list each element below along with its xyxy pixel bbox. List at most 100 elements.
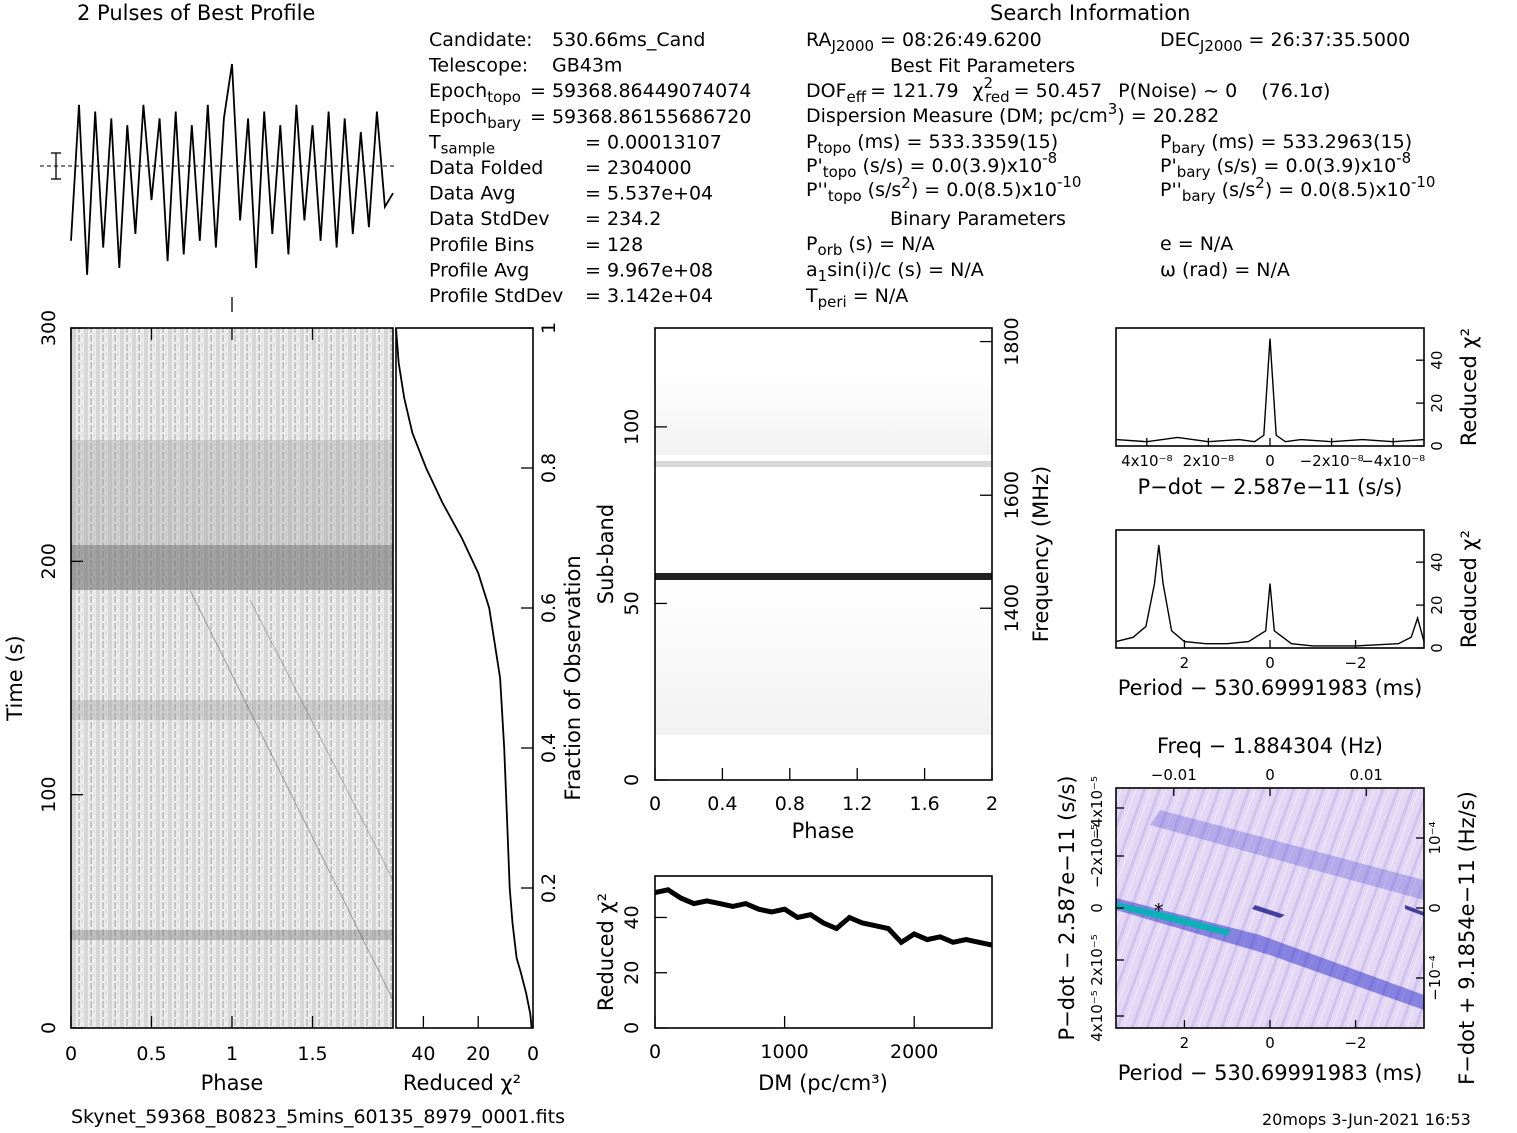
info-row-label: Data Folded bbox=[429, 157, 543, 179]
map-pdot-tick-label: −4x10⁻⁵ bbox=[1088, 776, 1106, 840]
fraction-tick-label: 0.8 bbox=[538, 453, 560, 483]
chi-axis-label: Reduced χ² bbox=[403, 1071, 521, 1095]
subband-phase-tick-label: 1.2 bbox=[842, 793, 872, 815]
info-row-value: = 59368.86155686720 bbox=[530, 106, 751, 128]
time-tick-label: 200 bbox=[38, 543, 60, 579]
frequency-tick-label: 1600 bbox=[1001, 471, 1023, 519]
subband-phase-axis-label: Phase bbox=[792, 819, 855, 843]
info-row-value: GB43m bbox=[552, 55, 622, 77]
dm-axis-label: DM (pc/cm³) bbox=[758, 1071, 888, 1095]
chi-y-tick-label: 0 bbox=[1428, 643, 1446, 653]
chi-x-tick-label: 0 bbox=[1265, 452, 1275, 470]
chi-y-tick-label: 20 bbox=[1428, 394, 1446, 413]
chi-y-tick-label: 20 bbox=[1428, 596, 1446, 615]
dm-chi-tick-label: 20 bbox=[621, 961, 643, 985]
map-fdot-tick-label: 10⁻⁴ bbox=[1426, 821, 1444, 854]
fits-filename: Skynet_59368_B0823_5mins_60135_8979_0001… bbox=[71, 1106, 565, 1128]
chi-x-tick-label: −4x10⁻⁸ bbox=[1361, 452, 1425, 470]
map-x-tick-label: 0 bbox=[1265, 1034, 1275, 1052]
dm-chi-tick-label: 0 bbox=[621, 1022, 643, 1034]
chi-y-tick-label: 0 bbox=[1428, 441, 1446, 451]
chi-x-tick-label: 2x10⁻⁸ bbox=[1183, 452, 1234, 470]
chi-y-tick-label: 40 bbox=[1428, 553, 1446, 572]
svg-text:P'topo(s/s) = 0.0(3.9)x10-8: P'topo (s/s) = 0.0(3.9)x10-8 bbox=[806, 149, 1057, 181]
frequency-tick-label: 1400 bbox=[1001, 584, 1023, 632]
chi-x-axis-label: P−dot − 2.587e−11 (s/s) bbox=[1138, 475, 1403, 499]
info-row-label: Epochbary bbox=[429, 106, 521, 132]
info-row-label: Profile Bins bbox=[429, 234, 534, 256]
map-freq-title: Freq − 1.884304 (Hz) bbox=[1157, 734, 1383, 758]
profile-line bbox=[70, 63, 394, 275]
map-pdot-tick-label: 4x10⁻⁵ bbox=[1088, 990, 1106, 1041]
period-chi-line bbox=[1115, 544, 1425, 647]
best-fit-marker: * bbox=[1154, 900, 1164, 922]
chi-fraction-plot: 40 20 0 0.2 0.4 0.6 0.8 1 Reduced χ² Fraction of … bbox=[395, 322, 585, 1095]
profile-plot bbox=[40, 63, 395, 312]
map-pdot-axis-label: P−dot − 2.587e−11 (s/s) bbox=[1055, 776, 1079, 1041]
chi-y-axis-label: Reduced χ² bbox=[1457, 328, 1481, 446]
map-pdot-tick-label: −2x10⁻⁵ bbox=[1088, 824, 1106, 888]
map-x-tick-label: −2 bbox=[1344, 1034, 1366, 1052]
fraction-tick-label: 0.2 bbox=[538, 873, 560, 903]
info-row-label: Profile StdDev bbox=[429, 285, 563, 307]
chi-fraction-line bbox=[395, 327, 533, 1029]
map-freq-tick-label: 0.01 bbox=[1350, 766, 1383, 784]
phase-tick-label: 1 bbox=[226, 1043, 238, 1065]
subband-phase-tick-label: 0.8 bbox=[775, 793, 805, 815]
map-period-axis-label: Period − 530.69991983 (ms) bbox=[1118, 1061, 1423, 1085]
map-freq-tick-label: −0.01 bbox=[1151, 766, 1197, 784]
info-row-label: Tsample bbox=[428, 131, 495, 157]
phase-tick-label: 1.5 bbox=[297, 1043, 327, 1065]
fraction-tick-label: 1 bbox=[538, 322, 560, 334]
chi-x-axis-label: Period − 530.69991983 (ms) bbox=[1118, 676, 1423, 700]
dm-tick-label: 2000 bbox=[890, 1041, 938, 1063]
dm-tick-label: 0 bbox=[649, 1041, 661, 1063]
svg-text:Pbary(ms) = 533.2963(15): Pbary (ms) = 533.2963(15) bbox=[1160, 131, 1412, 157]
subband-tick-label: 0 bbox=[621, 774, 643, 786]
phase-subband-frame bbox=[654, 327, 993, 781]
map-fdot-axis-label: F−dot + 9.1854e−11 (Hz/s) bbox=[1455, 791, 1479, 1085]
info-row-value: = 9.967e+08 bbox=[585, 259, 713, 281]
chi-tick-label: 20 bbox=[466, 1043, 490, 1065]
info-row-value: = 0.00013107 bbox=[585, 131, 722, 153]
chi-tick-label: 0 bbox=[527, 1043, 539, 1065]
dm-tick-label: 1000 bbox=[760, 1041, 808, 1063]
phase-time-plot: 0 0.5 1 1.5 0 100 200 300 Phase Time (s) bbox=[3, 310, 394, 1095]
frequency-tick-label: 1800 bbox=[1001, 317, 1023, 365]
candidate-info: Candidate: 530.66ms_Cand Telescope: GB43m Ep… bbox=[428, 29, 751, 307]
chi-y-tick-label: 40 bbox=[1428, 351, 1446, 370]
timestamp: 20mops 3-Jun-2021 16:53 bbox=[1262, 1110, 1471, 1129]
map-pdot-tick-label: 2x10⁻⁵ bbox=[1088, 934, 1106, 985]
info-row-label: Data Avg bbox=[429, 183, 516, 205]
dm-chi-frame bbox=[654, 875, 993, 1029]
frequency-axis-label: Frequency (MHz) bbox=[1029, 466, 1053, 642]
svg-text:DECJ2000= 26:37:35.5000: DECJ2000 = 26:37:35.5000 bbox=[1160, 29, 1410, 55]
fraction-axis-label: Fraction of Observation bbox=[561, 555, 585, 800]
subband-tick-label: 100 bbox=[621, 409, 643, 445]
period-pdot-plot: * 2 0 −2 −0.01 0 0.01 4x10⁻⁵ 2x10⁻⁵ 0 −2x10⁻⁵−4x1… bbox=[1055, 734, 1479, 1085]
info-row-value: = 5.537e+04 bbox=[585, 183, 713, 205]
fraction-tick-label: 0.4 bbox=[538, 733, 560, 763]
pdot-chi-line bbox=[1115, 338, 1425, 443]
time-tick-label: 300 bbox=[38, 310, 60, 346]
time-tick-label: 0 bbox=[38, 1022, 60, 1034]
dm-chi-axis-label: Reduced χ² bbox=[594, 893, 618, 1011]
chi-y-axis-label: Reduced χ² bbox=[1457, 530, 1481, 648]
phase-tick-label: 0.5 bbox=[136, 1043, 166, 1065]
chi-x-tick-label: −2x10⁻⁸ bbox=[1300, 452, 1364, 470]
time-tick-label: 100 bbox=[38, 777, 60, 813]
binary-title: Binary Parameters bbox=[890, 208, 1066, 230]
svg-text:RAJ2000= 08:26:49.6200: RAJ2000 = 08:26:49.6200 bbox=[806, 29, 1042, 55]
profile-title: 2 Pulses of Best Profile bbox=[77, 1, 315, 25]
subband-axis-label: Sub-band bbox=[594, 504, 618, 604]
map-x-tick-label: 2 bbox=[1180, 1034, 1190, 1052]
subband-phase-tick-label: 2 bbox=[986, 793, 998, 815]
svg-text:Dispersion Measure (DM; pc/cm3: Dispersion Measure (DM; pc/cm3) = 20.282 bbox=[806, 100, 1219, 127]
map-pdot-tick-label: 0 bbox=[1088, 903, 1106, 913]
phase-axis-label: Phase bbox=[201, 1071, 264, 1095]
map-fdot-tick-label: 0 bbox=[1426, 903, 1444, 913]
info-row-label: Data StdDev bbox=[429, 208, 550, 230]
subband-phase-tick-label: 0 bbox=[649, 793, 661, 815]
